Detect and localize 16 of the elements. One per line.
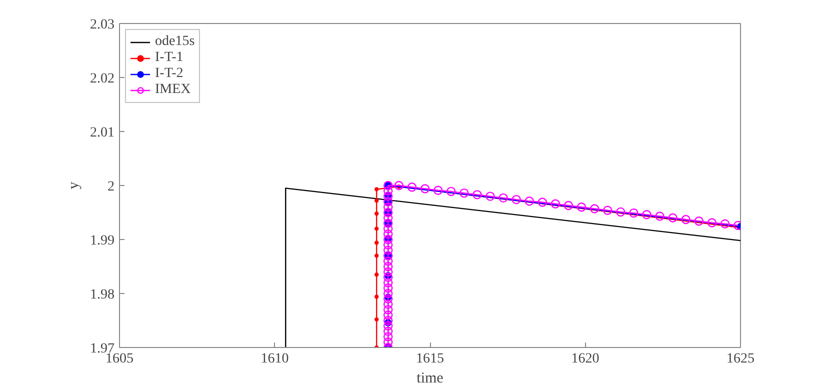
y-tick-label: 2.02 (90, 72, 114, 86)
x-tick-label: 1615 (416, 352, 444, 366)
x-tick-label: 1610 (260, 352, 289, 366)
y-tick-label: 2.03 (90, 18, 114, 32)
y-tick-label: 2 (108, 180, 114, 194)
y-tick-label: 2.01 (90, 126, 114, 140)
x-tick-label: 1620 (571, 352, 600, 366)
legend-label: I-T-1 (155, 50, 184, 66)
legend-label: IMEX (155, 82, 191, 98)
legend-label: I-T-2 (155, 66, 184, 82)
legend-label: ode15s (155, 34, 195, 50)
y-tick-label: 1.98 (90, 288, 114, 302)
x-tick-label: 1625 (726, 352, 754, 366)
x-axis-title: time (416, 370, 444, 386)
y-tick-label: 1.99 (90, 234, 114, 248)
y-axis-title: y (66, 181, 82, 190)
